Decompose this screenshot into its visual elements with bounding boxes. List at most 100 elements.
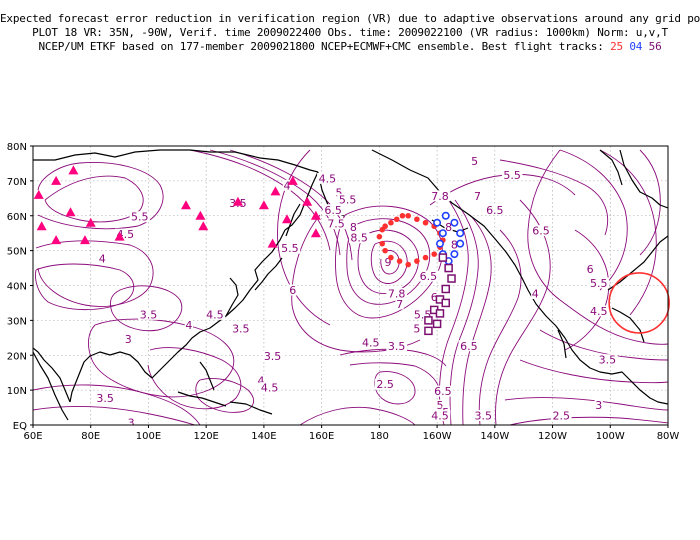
- contour-line: [147, 347, 242, 410]
- contour-label-bg: [325, 218, 347, 230]
- track-04-point: [441, 211, 450, 220]
- coastline: [285, 203, 301, 237]
- contour-label-bg: [588, 277, 610, 289]
- contour-line: [499, 159, 609, 236]
- contour-label-bg: [124, 333, 133, 345]
- contour-label-bg: [430, 291, 439, 303]
- coastline: [607, 235, 668, 291]
- contour-label-bg: [473, 190, 482, 202]
- track-25-point: [405, 212, 412, 219]
- dropsonde-marker: [198, 221, 209, 231]
- contour-label-bg: [334, 186, 344, 198]
- contour-value-label: 8: [451, 239, 458, 252]
- contour-label-bg: [374, 378, 396, 390]
- track-56-point: [424, 316, 433, 325]
- contour-label-bg: [418, 270, 439, 282]
- dropsonde-marker: [195, 210, 206, 220]
- contour-label-bg: [395, 298, 404, 310]
- contour-label-bg: [594, 399, 603, 411]
- contour-label-bg: [472, 410, 494, 422]
- contour-value-label: 2.5: [376, 378, 394, 391]
- contour-value-label: 3.5: [232, 322, 250, 335]
- dropsonde-marker: [114, 231, 125, 241]
- contour-label-bg: [129, 211, 151, 223]
- latitude-tick-label: 10N: [7, 386, 27, 397]
- contour-value-label: 5.5: [590, 277, 608, 290]
- contour-value-label: 5: [413, 322, 420, 335]
- track-25-point: [382, 223, 388, 230]
- contour-label-bg: [322, 204, 344, 216]
- contour-value-label: 5: [436, 399, 443, 412]
- longitude-tick-label: 80W: [657, 431, 680, 442]
- contour-value-label: 5.5: [503, 169, 521, 182]
- contour-line: [44, 175, 144, 223]
- dropsonde-marker: [232, 196, 243, 206]
- contour-line: [88, 318, 235, 398]
- contour-label-bg: [230, 322, 252, 334]
- contour-line: [380, 249, 400, 275]
- contour-line: [35, 263, 135, 311]
- longitude-tick-label: 140W: [480, 431, 509, 442]
- contour-value-label: 4.5: [261, 382, 279, 395]
- contour-value-label: 5.5: [131, 211, 149, 224]
- contour-value-label: 4.5: [362, 336, 380, 349]
- contour-line: [564, 229, 610, 351]
- contour-label-bg: [98, 253, 107, 265]
- contour-value-label: 4.5: [590, 305, 608, 318]
- contour-line: [599, 149, 657, 316]
- latitude-tick-label: EQ: [13, 421, 27, 432]
- latitude-tick-label: 20N: [7, 351, 27, 362]
- track-25-point: [388, 254, 394, 261]
- contour-label-bg: [450, 239, 459, 251]
- contour-label-bg: [597, 354, 618, 366]
- contour-value-label: 3: [125, 333, 132, 346]
- contour-label-bg: [588, 305, 610, 317]
- track-56-point: [432, 319, 442, 329]
- contour-value-label: 2.5: [552, 410, 570, 423]
- track-04-point: [456, 239, 465, 248]
- track-25-point: [422, 219, 429, 226]
- longitude-tick-label: 160W: [423, 431, 452, 442]
- contour-value-label: 5.5: [339, 193, 357, 206]
- contour-line: [509, 416, 668, 425]
- contour-value-label: 9: [385, 256, 392, 269]
- contour-label-bg: [429, 190, 451, 202]
- contour-value-label: 3.5: [96, 392, 114, 405]
- contour-label-bg: [337, 193, 358, 205]
- track-25-point: [396, 258, 403, 264]
- header-plot-info-line: PLOT 18 VR: 35N, -90W, Verif. time 20090…: [32, 26, 668, 39]
- contour-label-bg: [386, 340, 407, 352]
- contour-line: [33, 406, 196, 425]
- contour-line: [449, 199, 479, 425]
- dropsonde-marker: [310, 228, 321, 238]
- contour-value-label: 4.5: [431, 410, 449, 423]
- contour-value-label: 8.5: [350, 232, 368, 245]
- contour-value-label: 7.8: [431, 190, 449, 203]
- contour-value-label: 4.5: [206, 308, 224, 321]
- contour-label-bg: [501, 169, 523, 181]
- track-25-point: [414, 258, 420, 264]
- latitude-tick-label: 50N: [7, 247, 27, 258]
- longitude-tick-label: 180: [370, 431, 389, 442]
- contour-value-label: 3.5: [140, 308, 158, 321]
- contour-value-label: 6.5: [434, 385, 452, 398]
- contour-label-bg: [444, 221, 453, 233]
- contour-line: [527, 149, 561, 301]
- longitude-tick-label: 100W: [596, 431, 625, 442]
- longitude-tick-label: 140E: [251, 431, 276, 442]
- track-04-point: [438, 229, 447, 238]
- coastline: [199, 361, 215, 391]
- track-56-label: 56: [648, 40, 662, 53]
- track-25-point: [399, 212, 406, 219]
- coastline: [33, 351, 69, 421]
- contour-value-label: 5: [471, 155, 478, 168]
- header-ensemble-line: NCEP/UM ETKF based on 177-member 2009021…: [0, 40, 700, 53]
- coastline: [69, 351, 153, 403]
- flight-tracks: [376, 211, 465, 336]
- contour-value-label: 4: [185, 319, 192, 332]
- header-title-line: Expected forecast error reduction in ver…: [0, 12, 700, 25]
- contour-label-bg: [550, 410, 572, 422]
- contour-line: [639, 149, 661, 256]
- contour-line: [37, 162, 164, 230]
- dropsonde-marker: [310, 210, 321, 220]
